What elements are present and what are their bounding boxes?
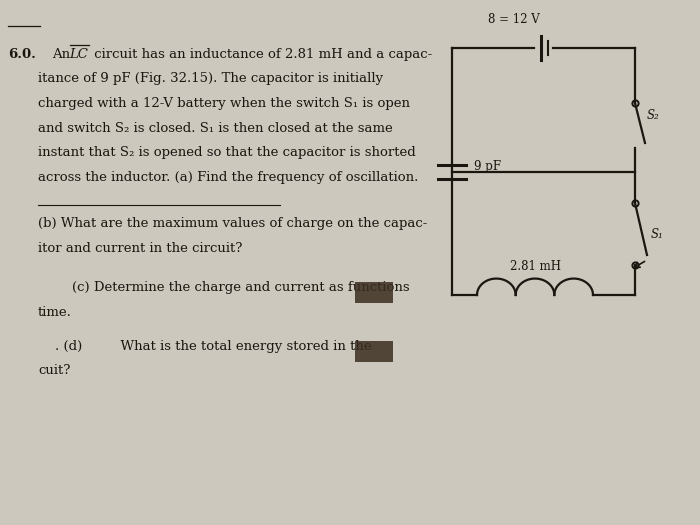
Text: 2.81 mH: 2.81 mH <box>510 260 561 273</box>
Text: across the inductor. (a) Find the frequency of oscillation.: across the inductor. (a) Find the freque… <box>38 171 419 184</box>
Text: S₁: S₁ <box>651 227 664 240</box>
Bar <box>355 341 393 362</box>
Text: time.: time. <box>38 306 72 319</box>
Text: An: An <box>52 48 74 61</box>
Text: circuit has an inductance of 2.81 mH and a capac-: circuit has an inductance of 2.81 mH and… <box>90 48 433 61</box>
Text: (c) Determine the charge and current as functions: (c) Determine the charge and current as … <box>38 281 409 294</box>
Bar <box>355 282 393 303</box>
Text: instant that S₂ is opened so that the capacitor is shorted: instant that S₂ is opened so that the ca… <box>38 146 416 159</box>
Text: 8 = 12 V: 8 = 12 V <box>489 13 540 26</box>
Text: (b) What are the maximum values of charge on the capac-: (b) What are the maximum values of charg… <box>38 217 428 230</box>
Text: itance of 9 pF (Fig. 32.15). The capacitor is initially: itance of 9 pF (Fig. 32.15). The capacit… <box>38 72 383 86</box>
Text: LC: LC <box>69 48 88 61</box>
Text: itor and current in the circuit?: itor and current in the circuit? <box>38 242 242 255</box>
Text: cuit?: cuit? <box>38 364 71 377</box>
Text: 6.0.: 6.0. <box>8 48 36 61</box>
Text: . (d)         What is the total energy stored in the: . (d) What is the total energy stored in… <box>38 340 372 353</box>
Text: charged with a 12-V battery when the switch S₁ is open: charged with a 12-V battery when the swi… <box>38 97 410 110</box>
Text: S₂: S₂ <box>647 109 659 122</box>
Text: 9 pF: 9 pF <box>474 160 501 173</box>
Text: and switch S₂ is closed. S₁ is then closed at the same: and switch S₂ is closed. S₁ is then clos… <box>38 121 393 134</box>
